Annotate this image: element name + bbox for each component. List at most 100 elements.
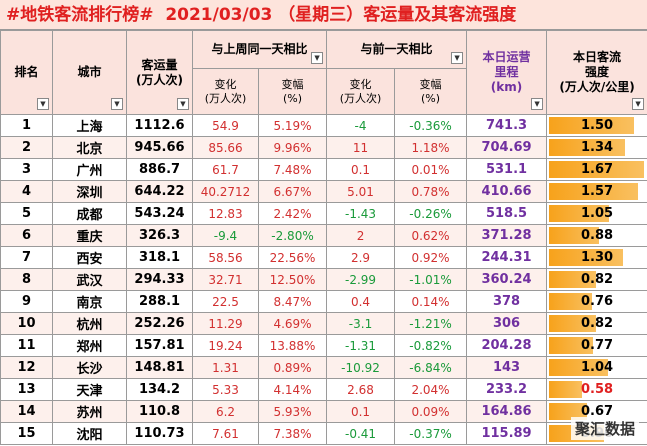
table-cell: 北京 (52, 136, 127, 159)
header-cell: 变幅 (%) (394, 68, 468, 115)
intensity-cell: 0.76 (546, 290, 647, 313)
table-cell: 371.28 (466, 224, 548, 247)
table-cell: 7.61 (192, 422, 259, 445)
table-cell: -6.84% (394, 356, 468, 379)
table-cell: 11 (0, 334, 53, 357)
cell-text: 1.67 (580, 162, 614, 177)
table-cell: 543.24 (126, 202, 193, 225)
table-cell: 长沙 (52, 356, 127, 379)
table-cell: 4.14% (257, 378, 328, 401)
table-cell: 7.38% (257, 422, 328, 445)
table-cell: 143 (466, 356, 548, 379)
table-row: 6 重庆 326.3 -9.4 -2.80% 2 0.62% 371.28 0.88 (0, 224, 647, 247)
data-bar (549, 161, 645, 178)
data-bar (549, 271, 596, 288)
table-cell: -1.21% (394, 312, 468, 335)
table-cell: 0.14% (394, 290, 468, 313)
header-cell[interactable]: 本日运营 里程 (km) ▼ (466, 30, 548, 115)
table-row: 14 苏州 110.8 6.2 5.93% 0.1 0.09% 164.86 0.67 (0, 400, 647, 423)
table-cell: 14 (0, 400, 53, 423)
table-cell: 6 (0, 224, 53, 247)
table-cell: 204.28 (466, 334, 548, 357)
table-cell: 9 (0, 290, 53, 313)
table-cell: 233.2 (466, 378, 548, 401)
table-cell: 0.78% (394, 180, 468, 203)
header-cell[interactable]: 与上周同一天相比 ▼ (191, 30, 328, 69)
table-cell: 32.71 (192, 268, 259, 291)
table-cell: 134.2 (126, 378, 193, 401)
intensity-cell: 0.58 (546, 378, 647, 401)
header-cell[interactable]: 客运量 (万人次) ▼ (126, 30, 193, 115)
table-cell: 0.09% (394, 400, 468, 423)
data-bar (549, 249, 623, 266)
cell-text: 1.04 (580, 360, 614, 375)
table-cell: 886.7 (126, 158, 193, 181)
table-cell: 22.5 (192, 290, 259, 313)
data-bar (549, 359, 609, 376)
table-cell: 164.86 (466, 400, 548, 423)
header-cell: 变化 (万人次) (192, 68, 259, 115)
header-cell[interactable]: 本日客流 强度 (万人次/公里) ▼ (546, 30, 647, 115)
table-cell: -2.80% (257, 224, 328, 247)
table-cell: 4.69% (257, 312, 328, 335)
table-cell: -3.1 (326, 312, 396, 335)
intensity-cell: 0.82 (546, 312, 647, 335)
intensity-cell: 1.05 (546, 202, 647, 225)
cell-text: 0.58 (580, 382, 614, 397)
intensity-cell: 1.50 (546, 114, 647, 137)
data-bar (549, 183, 639, 200)
table-cell: 南京 (52, 290, 127, 313)
header-cell[interactable]: 与前一天相比 ▼ (326, 30, 468, 69)
header-text: 排名 (14, 65, 39, 79)
table-row: 7 西安 318.1 58.56 22.56% 2.9 0.92% 244.31 1.30 (0, 246, 647, 269)
table-cell: 0.4 (326, 290, 396, 313)
table-cell: 5.01 (326, 180, 396, 203)
table: 排名 ▼ 城市 ▼ 客运量 (万人次) ▼ 与上周同一天相比 ▼ 与前一天相比 ▼ 本日运… (0, 30, 647, 445)
intensity-cell: 1.04 (546, 356, 647, 379)
cell-text: 0.82 (580, 316, 614, 331)
cell-text: 0.88 (580, 228, 614, 243)
header-cell[interactable]: 城市 ▼ (52, 30, 127, 115)
cell-text: 0.67 (580, 404, 614, 419)
table-cell: 深圳 (52, 180, 127, 203)
table-cell: 148.81 (126, 356, 193, 379)
data-bar (549, 117, 635, 134)
table-cell: 0.1 (326, 158, 396, 181)
table-cell: 0.89% (257, 356, 328, 379)
table-cell: 5.19% (257, 114, 328, 137)
header-text: 与前一天相比 (360, 42, 433, 56)
cell-text: 1.05 (580, 206, 614, 221)
header-text: 与上周同一天相比 (211, 42, 308, 56)
intensity-cell: 1.67 (546, 158, 647, 181)
table-cell: 5.33 (192, 378, 259, 401)
table-cell: 0.62% (394, 224, 468, 247)
header-cell: 变幅 (%) (257, 68, 328, 115)
table-cell: 杭州 (52, 312, 127, 335)
table-cell: 0.01% (394, 158, 468, 181)
cell-text: 0.76 (580, 294, 614, 309)
table-cell: 5.93% (257, 400, 328, 423)
table-cell: 12 (0, 356, 53, 379)
header-text: 本日客流 强度 (万人次/公里) (559, 50, 635, 94)
table-cell: -4 (326, 114, 396, 137)
table-cell: 518.5 (466, 202, 548, 225)
table-row: 5 成都 543.24 12.83 2.42% -1.43 -0.26% 518.5 1.05 (0, 202, 647, 225)
table-cell: -1.31 (326, 334, 396, 357)
table-cell: -0.36% (394, 114, 468, 137)
table-cell: 9.96% (257, 136, 328, 159)
data-bar (549, 205, 609, 222)
header-cell[interactable]: 排名 ▼ (0, 30, 53, 115)
table-row: 1 上海 1112.6 54.9 5.19% -4 -0.36% 741.3 1.50 (0, 114, 647, 137)
table-cell: 110.8 (126, 400, 193, 423)
table-cell: 12.50% (257, 268, 328, 291)
table-cell: 13.88% (257, 334, 328, 357)
table-cell: 15 (0, 422, 53, 445)
table-cell: 0.92% (394, 246, 468, 269)
table-cell: 5 (0, 202, 53, 225)
table-cell: -1.01% (394, 268, 468, 291)
table-row: 3 广州 886.7 61.7 7.48% 0.1 0.01% 531.1 1.67 (0, 158, 647, 181)
table-cell: 54.9 (192, 114, 259, 137)
header-text: 客运量 (万人次) (136, 57, 183, 87)
